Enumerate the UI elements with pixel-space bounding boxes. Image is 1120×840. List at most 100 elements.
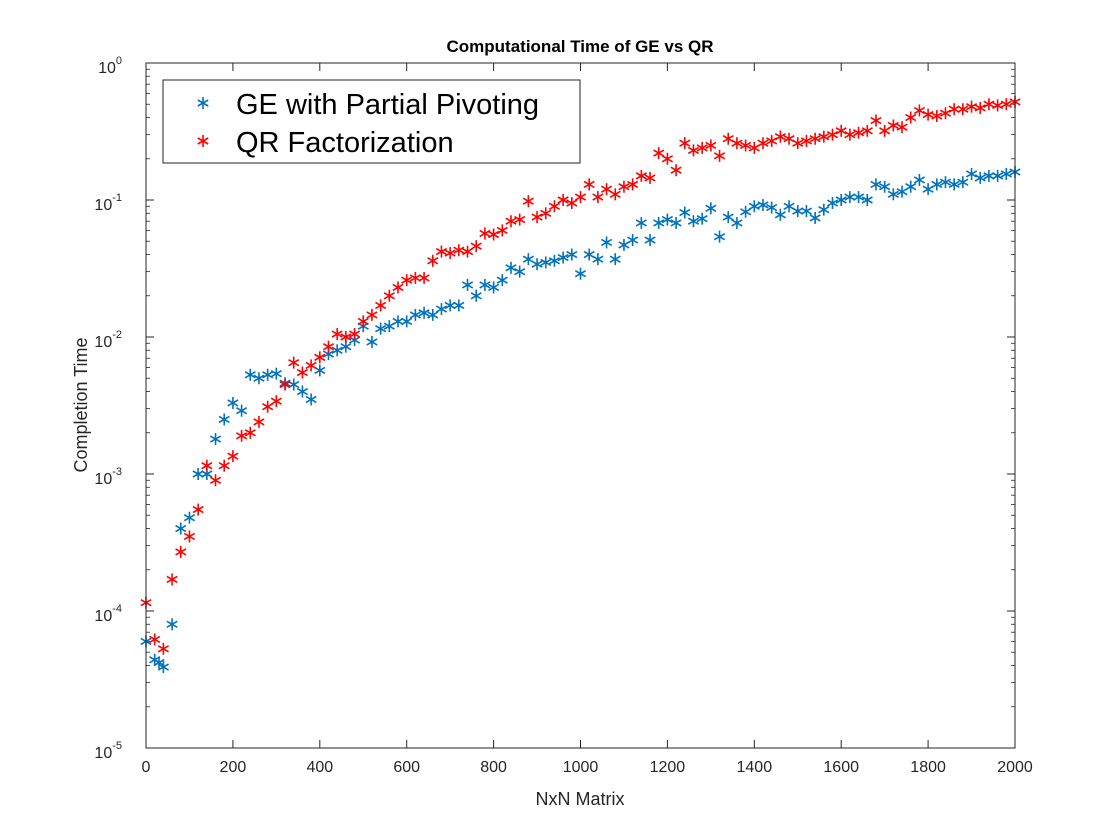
ge-point (496, 274, 508, 287)
ge-point (514, 265, 526, 278)
qr-point (983, 98, 995, 111)
qr-point (965, 100, 978, 113)
qr-point (661, 152, 673, 165)
ge-point (861, 194, 873, 206)
legend-label-ge: GE with Partial Pivoting (236, 89, 539, 121)
ge-point (852, 191, 865, 204)
axis-ticks: 0 200 400 600 800 1000 1200 1400 1600 1800 2000 10-… (94, 55, 1032, 776)
qr-point (670, 164, 682, 177)
ge-point (566, 248, 578, 261)
ge-point (479, 278, 491, 291)
qr-point (879, 124, 891, 137)
x-tick-label: 0 (142, 759, 151, 776)
qr-point (948, 103, 960, 116)
ge-point (748, 200, 760, 213)
qr-point (209, 474, 222, 487)
qr-point (870, 114, 882, 127)
qr-point (757, 137, 769, 150)
qr-point (522, 195, 534, 208)
chart-title: Computational Time of GE vs QR (447, 37, 714, 56)
ge-point (705, 202, 717, 215)
x-tick-label: 1800 (910, 759, 946, 776)
ge-point (392, 315, 404, 328)
x-tick-label: 2000 (997, 759, 1033, 776)
qr-point (896, 121, 908, 134)
ge-point (227, 396, 239, 409)
qr-point (435, 245, 448, 258)
ge-point (974, 171, 986, 184)
x-tick-label: 800 (480, 759, 507, 776)
ge-point (218, 413, 230, 426)
y-tick-label: 100 (98, 55, 122, 77)
qr-point (270, 395, 282, 408)
ge-point (166, 618, 178, 631)
qr-point (557, 194, 569, 206)
x-tick-label: 1200 (650, 759, 686, 776)
qr-point (609, 188, 621, 201)
data-points (140, 95, 1021, 674)
qr-point (740, 139, 752, 152)
qr-point (809, 132, 821, 145)
qr-point (279, 378, 291, 391)
qr-point (592, 191, 604, 204)
y-axis-label: Completion Time (71, 337, 91, 472)
ge-point (826, 197, 839, 210)
ge-point (965, 167, 978, 180)
qr-point (531, 211, 543, 224)
qr-point (470, 240, 482, 253)
qr-point (696, 141, 708, 154)
qr-point (713, 149, 726, 162)
y-tick-label: 10-2 (94, 329, 122, 351)
qr-point (644, 171, 656, 184)
ge-point (722, 211, 734, 224)
legend-marker-ge (197, 97, 209, 109)
ge-point (209, 433, 222, 446)
ge-point (366, 335, 378, 348)
qr-point (479, 227, 491, 240)
x-tick-label: 1600 (823, 759, 859, 776)
ge-point (818, 203, 830, 216)
qr-point (375, 299, 387, 312)
qr-point (453, 244, 465, 257)
qr-point (566, 197, 578, 210)
qr-point (957, 103, 969, 116)
ge-point (488, 281, 500, 294)
ge-point (627, 234, 639, 247)
ge-point (401, 315, 413, 328)
ge-point (792, 205, 804, 218)
qr-point (218, 459, 230, 472)
qr-point (731, 137, 743, 150)
ge-point (305, 393, 317, 406)
qr-point (687, 144, 700, 157)
qr-point (679, 137, 691, 150)
ge-point (609, 253, 621, 266)
qr-point (183, 530, 196, 543)
legend-marker-qr (197, 135, 209, 147)
qr-point (340, 331, 352, 343)
legend-qr-marker-icon (197, 135, 209, 147)
qr-point (348, 328, 361, 341)
ge-point (670, 216, 682, 229)
ge-point (153, 656, 165, 669)
ge-point (409, 308, 421, 321)
ge-point (740, 205, 752, 218)
qr-point (600, 183, 613, 196)
ge-point (992, 169, 1004, 182)
ge-point (505, 261, 517, 274)
qr-point (653, 147, 665, 160)
qr-point (583, 178, 595, 191)
qr-point (366, 308, 378, 321)
ge-point (331, 344, 343, 357)
qr-point (540, 207, 552, 220)
ge-point (653, 216, 665, 229)
qr-point (618, 180, 630, 193)
plot-frame (145, 62, 1016, 749)
qr-point (253, 415, 265, 428)
qr-point (931, 110, 943, 123)
plot-area (146, 63, 1015, 748)
qr-point (175, 545, 187, 558)
qr-point (409, 271, 421, 284)
ge-point (687, 215, 700, 228)
y-tick-label: 10-1 (94, 192, 122, 214)
